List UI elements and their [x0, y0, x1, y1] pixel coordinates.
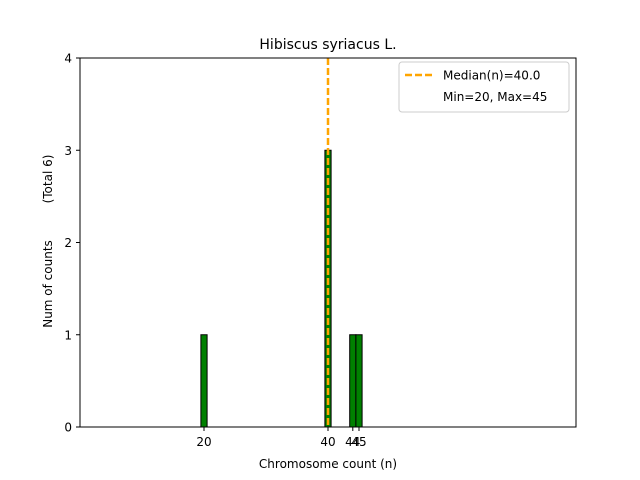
legend-range-label: Min=20, Max=45	[443, 90, 547, 104]
y-tick-label-1: 1	[64, 328, 72, 342]
x-tick-label-44: 44	[345, 435, 360, 449]
legend: Median(n)=40.0 Min=20, Max=45	[398, 61, 570, 113]
bar-n-20	[200, 334, 208, 428]
x-axis-label: Chromosome count (n)	[259, 457, 397, 471]
x-tick-label-40: 40	[320, 435, 335, 449]
bar-n-45	[355, 334, 363, 428]
x-tick-label-45: 45	[351, 435, 366, 449]
y-tick-label-3: 3	[64, 144, 72, 158]
y-tick-label-2: 2	[64, 236, 72, 250]
bar-n-44	[349, 334, 357, 428]
y-ticks: 0 1 2 3 4	[64, 52, 80, 435]
chart-title: Hibiscus syriacus L.	[259, 37, 396, 53]
legend-box	[398, 61, 570, 113]
y-axis-label: Num of counts	[41, 240, 55, 328]
legend-median-label: Median(n)=40.0	[443, 69, 540, 83]
x-tick-label-20: 20	[196, 435, 211, 449]
y-tick-label-4: 4	[64, 52, 72, 66]
y-axis-total-label: (Total 6)	[41, 155, 55, 204]
y-tick-label-0: 0	[64, 421, 72, 435]
